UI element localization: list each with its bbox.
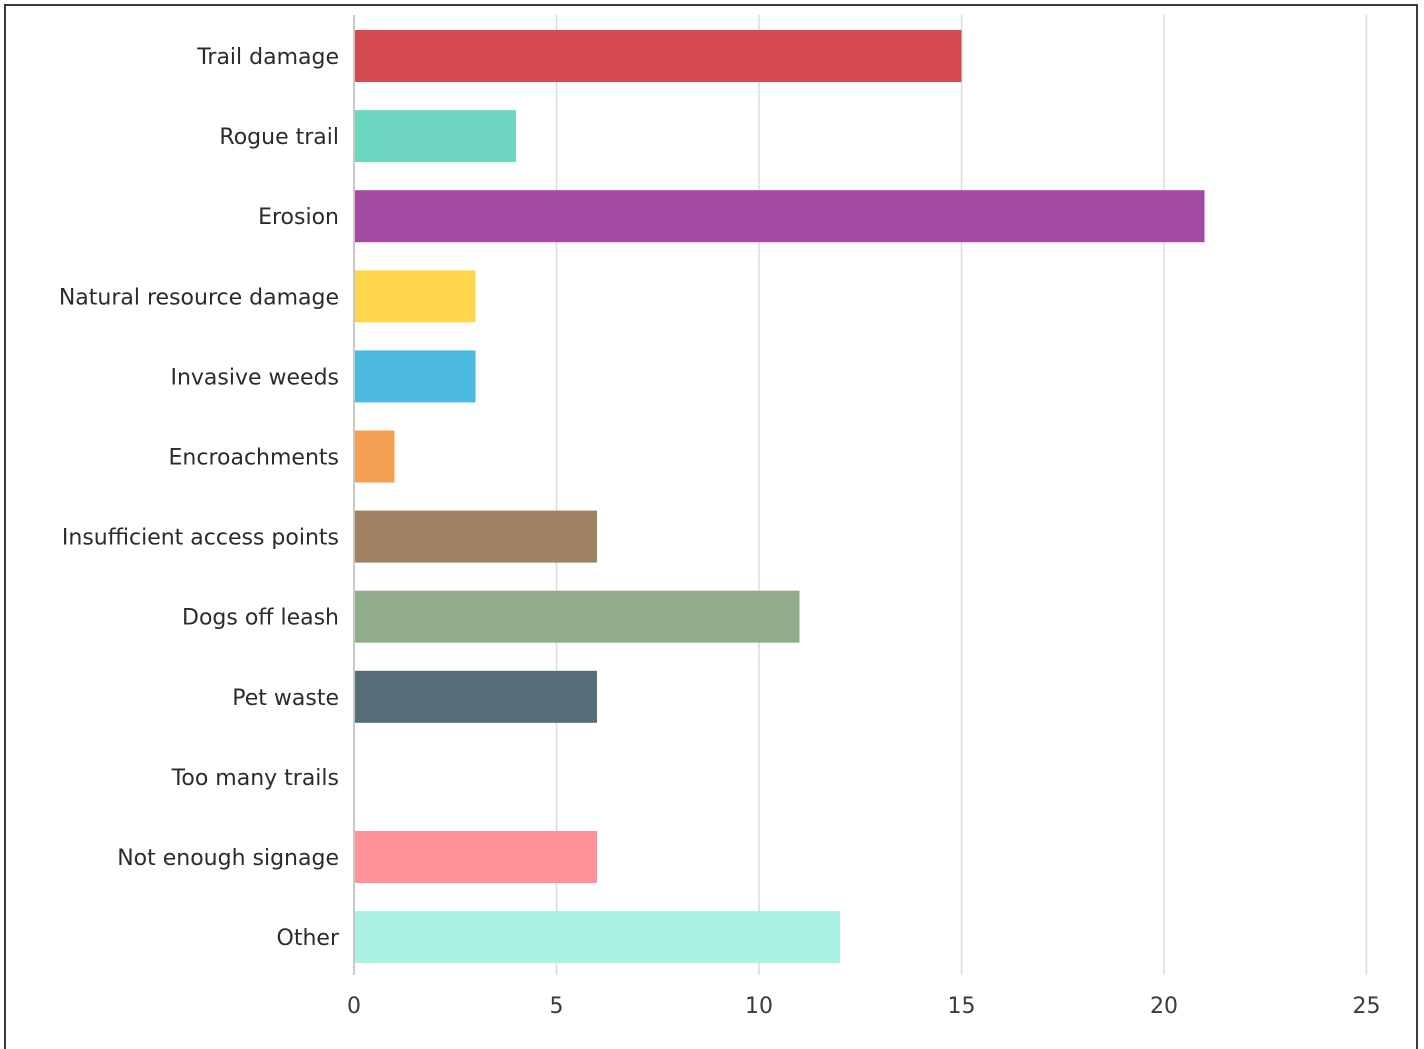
bar[interactable] [355, 831, 597, 883]
category-label: Not enough signage [117, 846, 339, 871]
bar[interactable] [355, 350, 476, 403]
category-labels: Trail damage Rogue trail Erosion Natural re… [59, 45, 340, 951]
category-label: Dogs off leash [182, 606, 339, 631]
bar[interactable] [355, 110, 516, 163]
bar[interactable] [355, 590, 800, 643]
x-tick-label: 15 [948, 994, 976, 1019]
category-label: Pet waste [232, 686, 339, 711]
category-label: Erosion [258, 205, 339, 230]
x-tick-label: 25 [1353, 994, 1381, 1019]
chart-frame [4, 4, 1418, 1049]
bar[interactable] [355, 190, 1205, 243]
category-label: Encroachments [169, 446, 339, 471]
category-label: Invasive weeds [170, 365, 339, 390]
bar[interactable] [355, 911, 840, 964]
bars [355, 30, 1205, 964]
category-label: Too many trails [171, 766, 339, 791]
category-label: Other [277, 926, 340, 951]
x-tick-label: 10 [745, 994, 773, 1019]
category-label: Natural resource damage [59, 285, 339, 310]
bar[interactable] [355, 270, 476, 323]
category-label: Insufficient access points [62, 526, 339, 551]
x-tick-label: 5 [550, 994, 564, 1019]
grid-lines [555, 15, 1368, 975]
bar[interactable] [355, 30, 962, 82]
x-axis-ticks: 0 5 10 15 20 25 [347, 994, 1381, 1019]
category-label: Trail damage [196, 45, 339, 70]
x-tick-label: 0 [347, 994, 361, 1019]
category-label: Rogue trail [219, 125, 339, 150]
x-tick-label: 20 [1150, 994, 1178, 1019]
bar[interactable] [355, 510, 597, 563]
bar[interactable] [355, 430, 395, 483]
bar[interactable] [355, 670, 597, 723]
